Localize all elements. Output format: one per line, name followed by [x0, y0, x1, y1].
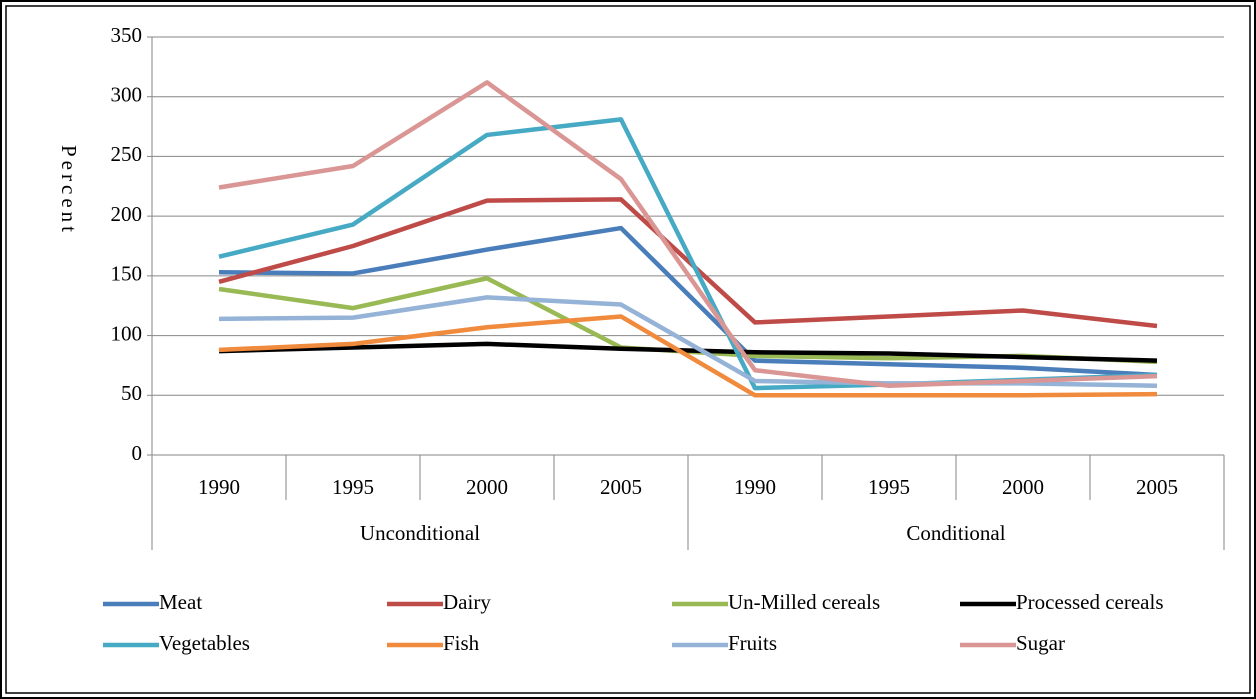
group-label: Conditional: [906, 521, 1005, 545]
legend-label: Fish: [443, 631, 480, 655]
y-axis-label: Percent: [57, 145, 81, 236]
legend-label: Un-Milled cereals: [728, 590, 880, 614]
x-tick-label: 1995: [332, 475, 374, 499]
y-tick-label: 250: [111, 142, 143, 166]
y-tick-label: 50: [121, 381, 142, 405]
y-tick-label: 0: [132, 441, 143, 465]
series-line: [218, 80, 1158, 388]
y-tick-label: 300: [111, 83, 143, 107]
series-line: [218, 197, 1158, 329]
inner-border: [5, 5, 1251, 694]
y-tick-label: 350: [111, 23, 143, 47]
y-tick-label: 200: [111, 202, 143, 226]
legend-label: Fruits: [728, 631, 777, 655]
legend-label: Sugar: [1016, 631, 1065, 655]
x-tick-label: 1995: [868, 475, 910, 499]
x-tick-label: 1990: [734, 475, 776, 499]
series-line: [218, 225, 1158, 378]
legend-label: Processed cereals: [1016, 590, 1164, 614]
x-tick-label: 2005: [1136, 475, 1178, 499]
x-tick-label: 2000: [1002, 475, 1044, 499]
y-tick-label: 150: [111, 262, 143, 286]
x-tick-label: 1990: [198, 475, 240, 499]
x-tick-label: 2005: [600, 475, 642, 499]
series-line: [218, 314, 1158, 398]
series-line: [218, 341, 1158, 363]
legend-label: Vegetables: [159, 631, 250, 655]
legend-label: Meat: [159, 590, 202, 614]
group-label: Unconditional: [360, 521, 480, 545]
y-tick-label: 100: [111, 321, 143, 345]
x-tick-label: 2000: [466, 475, 508, 499]
legend-label: Dairy: [443, 590, 491, 614]
